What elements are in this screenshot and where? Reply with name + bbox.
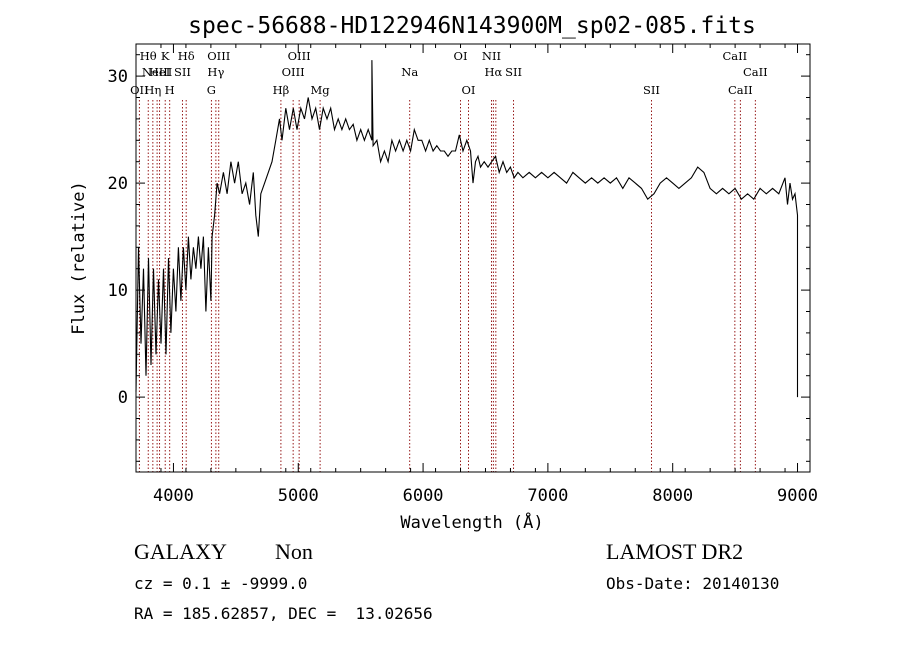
line-label: OI [454,49,468,63]
line-label: OII [130,83,149,97]
line-label: CaII [722,49,747,63]
x-tick-label: 4000 [153,486,194,506]
spectrum-line [135,60,799,398]
x-tick-label: 9000 [777,486,818,506]
line-label: Hα [484,65,502,79]
redshift-readout: cz = 0.1 ± -9999.0 [134,574,308,593]
line-label: Hη [144,83,161,97]
x-axis-label: Wavelength (Å) [400,511,543,533]
line-label: Hδ [178,49,195,63]
coordinates: RA = 185.62857, DEC = 13.02656 [134,604,433,623]
line-label: HeI [149,65,170,79]
line-label: K [161,49,170,63]
y-tick-label: 0 [118,388,128,408]
line-label: G [207,83,216,97]
obs-date: Obs-Date: 20140130 [606,574,780,593]
line-label: OI [462,83,476,97]
y-axis-label: Flux (relative) [69,181,89,335]
y-tick-label: 20 [108,174,128,194]
x-tick-label: 7000 [527,486,568,506]
line-label: OIII [288,49,311,63]
y-axis: 0 10 20 30 [108,54,810,462]
line-label: H [165,83,175,97]
line-label: NII [482,49,501,63]
chart-title: spec-56688-HD122946N143900M_sp02-085.fit… [188,13,756,39]
line-label: Hγ [207,65,224,79]
line-label: CaII [743,65,768,79]
object-class: GALAXY [134,539,227,564]
line-label: Mg [311,83,331,97]
line-label: OIII [282,65,305,79]
line-label: SII [505,65,522,79]
plot-frame [135,43,811,473]
line-label: NeIII [142,65,173,79]
line-label: Hβ [273,83,290,97]
y-tick-label: 10 [108,281,128,301]
line-label: Na [401,65,418,79]
line-label: Hθ [140,49,157,63]
x-tick-label: 6000 [403,486,444,506]
line-label: SII [643,83,660,97]
y-tick-label: 30 [108,67,128,87]
survey-name: LAMOST DR2 [606,539,744,564]
line-label: SII [174,65,191,79]
x-axis: 4000 5000 6000 7000 8000 9000 [135,44,818,506]
object-subclass: Non [275,539,313,564]
x-tick-label: 8000 [652,486,693,506]
x-tick-label: 5000 [278,486,319,506]
line-label: OIII [207,49,230,63]
line-label: CaII [728,83,753,97]
